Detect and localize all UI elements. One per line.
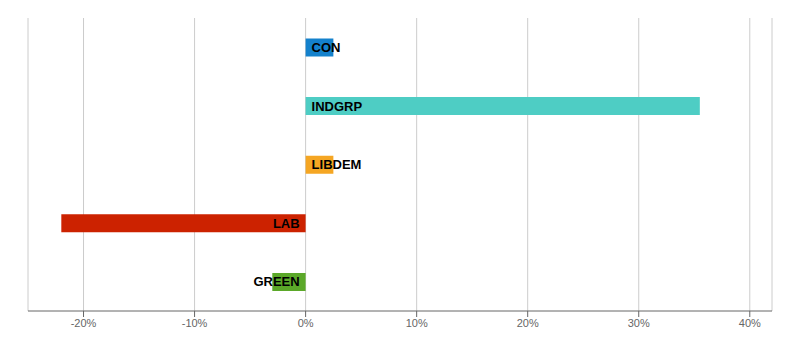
svg-text:20%: 20% (517, 317, 539, 329)
svg-text:-20%: -20% (71, 317, 97, 329)
svg-text:LAB: LAB (273, 216, 300, 231)
svg-text:30%: 30% (628, 317, 650, 329)
svg-text:GREEN: GREEN (253, 274, 299, 289)
svg-text:40%: 40% (739, 317, 761, 329)
svg-text:0%: 0% (298, 317, 314, 329)
svg-text:LIBDEM: LIBDEM (312, 157, 362, 172)
svg-text:-10%: -10% (182, 317, 208, 329)
svg-text:INDGRP: INDGRP (312, 99, 363, 114)
svg-text:10%: 10% (406, 317, 428, 329)
svg-text:CON: CON (312, 40, 341, 55)
